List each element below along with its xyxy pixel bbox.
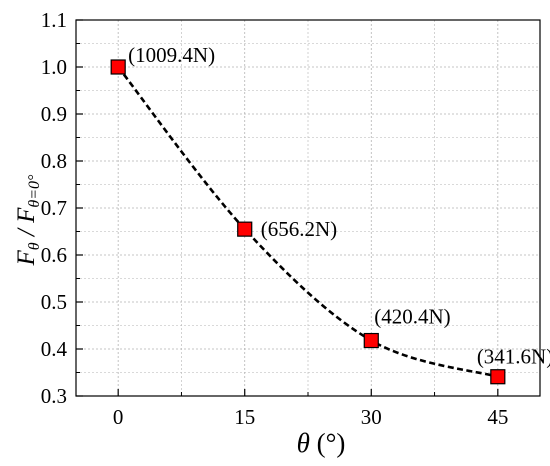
ticks — [76, 19, 499, 397]
data-point — [237, 221, 253, 237]
y-axis-num-sub: θ — [26, 242, 43, 250]
x-axis-unit: (°) — [310, 428, 346, 458]
x-tick-label: 30 — [361, 405, 382, 429]
y-axis-den-sub: θ=0° — [26, 174, 43, 208]
y-tick-label: 0.7 — [41, 196, 67, 220]
point-annotation: (420.4N) — [374, 305, 450, 329]
y-tick-label: 1.0 — [41, 55, 67, 79]
y-axis-num: F — [13, 249, 40, 266]
y-tick-label: 0.8 — [41, 149, 67, 173]
y-tick-label: 0.3 — [41, 384, 67, 408]
trend-curve-layer — [117, 66, 499, 378]
y-tick-label: 0.4 — [41, 337, 68, 361]
annotations: (1009.4N) (656.2N) (420.4N) (341.6N) — [128, 43, 550, 369]
y-tick-label: 0.5 — [41, 290, 67, 314]
trend-curve — [117, 66, 499, 378]
y-tick-label: 1.1 — [41, 8, 67, 32]
tick-labels: 0.3 0.4 0.5 0.6 0.7 0.8 0.9 1.0 1.1 0 15 30 45 — [41, 8, 509, 429]
y-axis-den: F — [13, 207, 40, 224]
x-tick-label: 45 — [487, 405, 508, 429]
x-tick-label: 15 — [234, 405, 255, 429]
data-point — [363, 332, 379, 349]
y-axis-sep: / — [13, 223, 40, 242]
y-tick-label: 0.9 — [41, 102, 67, 126]
y-axis-title: Fθ / Fθ=0° — [13, 174, 43, 267]
data-point — [490, 369, 506, 385]
y-tick-label: 0.6 — [41, 243, 67, 267]
markers — [110, 59, 506, 385]
point-annotation: (656.2N) — [261, 217, 337, 241]
x-tick-label: 0 — [113, 405, 124, 429]
grid — [76, 20, 540, 396]
point-annotation: (1009.4N) — [128, 43, 215, 67]
data-point — [110, 59, 126, 75]
x-axis-symbol: θ — [297, 428, 310, 458]
point-annotation: (341.6N) — [477, 345, 550, 369]
x-axis-title: θ (°) — [297, 428, 346, 458]
